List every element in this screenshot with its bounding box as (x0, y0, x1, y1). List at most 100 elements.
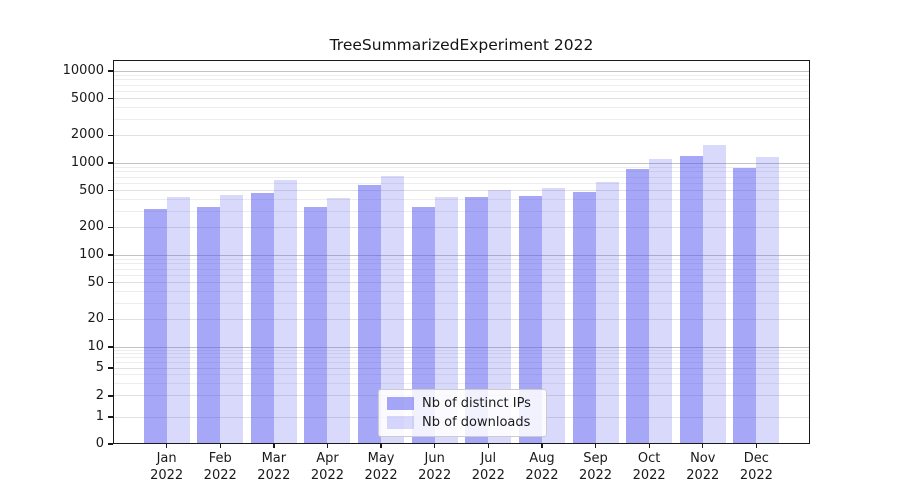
x-axis-tick (648, 444, 650, 448)
bar-downloads (220, 194, 244, 444)
x-axis-tick (487, 444, 489, 448)
y-axis-tick-label: 20 (87, 311, 104, 327)
bar-downloads (166, 196, 190, 444)
gridline (114, 367, 809, 369)
bar-downloads (488, 189, 512, 444)
bar-distinct-ips (197, 207, 221, 444)
gridline (114, 171, 809, 173)
legend-item-distinct-ips: Nb of distinct IPs (387, 396, 538, 411)
gridline (114, 210, 809, 212)
gridline (114, 374, 809, 376)
legend-swatch-downloads-icon (387, 416, 414, 429)
legend-item-downloads: Nb of downloads (387, 415, 538, 430)
bar-downloads (381, 176, 405, 444)
x-axis-tick-label: Oct 2022 (632, 451, 666, 483)
legend-label-downloads: Nb of downloads (422, 415, 531, 430)
x-axis-tick (755, 444, 758, 448)
bar-distinct-ips (358, 185, 382, 444)
legend: Nb of distinct IPs Nb of downloads (378, 389, 547, 437)
x-axis-tick-label: Sep 2022 (578, 451, 613, 483)
chart-title: TreeSummarizedExperiment 2022 (329, 36, 594, 54)
y-axis-tick (108, 254, 113, 256)
gridline (114, 357, 809, 359)
y-axis-tick-label: 5000 (70, 90, 104, 106)
gridline (114, 74, 809, 76)
x-axis-tick (541, 444, 543, 448)
x-axis-tick-label: Feb 2022 (203, 451, 237, 483)
x-axis-tick-label: Dec 2022 (739, 451, 773, 483)
gridline (114, 282, 809, 284)
gridline (114, 263, 809, 265)
y-axis-tick (108, 443, 113, 445)
gridline (114, 268, 809, 270)
gridline (114, 84, 809, 86)
x-axis-tick (166, 444, 168, 448)
x-axis-tick (434, 444, 436, 448)
x-axis-tick (326, 444, 329, 448)
x-axis-tick-label: Nov 2022 (686, 451, 720, 483)
gridline (114, 107, 809, 109)
gridline (114, 226, 809, 228)
y-axis-tick-label: 100 (79, 247, 104, 262)
gridline (114, 98, 809, 100)
bar-distinct-ips (143, 208, 167, 444)
gridline (114, 176, 809, 178)
x-axis-tick (702, 444, 704, 448)
bar-downloads (756, 157, 780, 444)
y-axis-tick (108, 70, 113, 72)
x-axis-tick (273, 444, 275, 448)
gridline (114, 134, 809, 136)
x-axis-tick-label: Apr 2022 (310, 451, 344, 483)
gridline (114, 190, 809, 192)
bar-distinct-ips (250, 193, 274, 444)
gridline (114, 70, 809, 72)
gridline (114, 346, 809, 348)
gridline (114, 291, 809, 293)
y-axis-tick (108, 190, 113, 192)
bar-distinct-ips (411, 206, 435, 444)
y-axis-tick (108, 395, 113, 397)
x-axis-tick-label: Mar 2022 (257, 451, 291, 483)
gridline (114, 166, 809, 168)
bar-distinct-ips (518, 195, 542, 444)
y-axis-tick (108, 367, 113, 369)
y-axis-tick (108, 346, 113, 348)
gridline (114, 199, 809, 201)
legend-label-distinct-ips: Nb of distinct IPs (422, 396, 531, 411)
bar-downloads (541, 187, 565, 444)
gridline (114, 90, 809, 92)
bar-distinct-ips (465, 197, 489, 444)
gridline (114, 254, 809, 256)
y-axis-tick (108, 282, 113, 284)
y-axis-tick-label: 1 (95, 409, 104, 424)
x-axis-tick-label: Jul 2022 (471, 451, 505, 483)
bar-distinct-ips (733, 167, 757, 444)
y-axis-tick (108, 226, 113, 228)
y-axis-tick (108, 162, 113, 164)
y-axis-tick-label: 500 (79, 182, 104, 198)
y-axis-tick-label: 2 (95, 387, 104, 403)
y-axis-tick-label: 10000 (62, 63, 104, 78)
legend-swatch-distinct-ips-icon (387, 397, 414, 410)
x-axis-tick-label: Aug 2022 (525, 451, 559, 483)
y-axis-tick (108, 318, 113, 320)
y-axis-tick (108, 416, 113, 418)
gridline (114, 162, 809, 164)
y-axis-tick-label: 50 (87, 274, 104, 290)
x-axis-tick-label: May 2022 (364, 451, 398, 483)
y-axis-tick-label: 1000 (70, 155, 104, 170)
bar-downloads (595, 181, 619, 444)
gridline (114, 258, 809, 260)
bar-distinct-ips (626, 168, 650, 444)
y-axis-tick (108, 98, 113, 100)
y-axis-tick-label: 2000 (70, 127, 104, 143)
bar-downloads (649, 159, 673, 444)
gridline (114, 362, 809, 364)
bar-downloads (327, 197, 351, 444)
y-axis-tick-label: 200 (79, 219, 104, 235)
x-axis-tick (594, 444, 597, 448)
y-axis-tick (108, 134, 113, 136)
gridline (114, 353, 809, 355)
gridline (114, 274, 809, 276)
